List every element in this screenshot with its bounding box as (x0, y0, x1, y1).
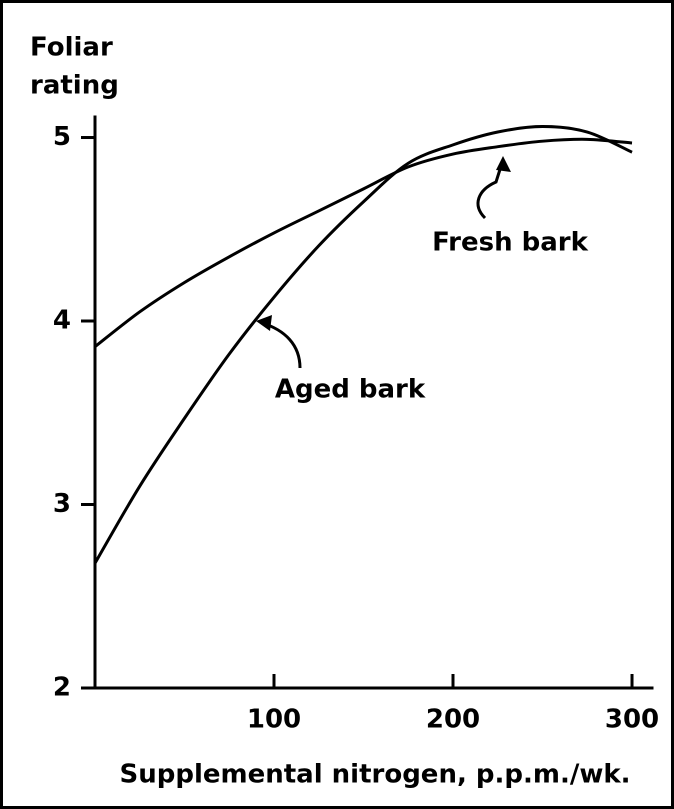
series-line (94, 137, 633, 348)
annotation-arrow (476, 159, 505, 220)
arrow-head (256, 315, 272, 331)
series-label: Aged bark (275, 375, 426, 405)
y-axis-label: rating (30, 71, 119, 101)
y-tick-label: 5 (53, 122, 71, 152)
x-tick-label: 300 (605, 705, 659, 735)
series-label: Fresh bark (432, 228, 589, 258)
y-tick-label: 4 (53, 306, 71, 336)
x-tick-label: 100 (247, 705, 301, 735)
x-tick-label: 200 (426, 705, 480, 735)
arrow-head (496, 156, 511, 172)
y-tick-label: 3 (53, 489, 71, 519)
y-tick-label: 2 (53, 673, 71, 703)
series-line (93, 125, 633, 564)
x-axis-label: Supplemental nitrogen, p.p.m./wk. (119, 760, 630, 790)
y-axis-label: Foliar (30, 33, 113, 63)
